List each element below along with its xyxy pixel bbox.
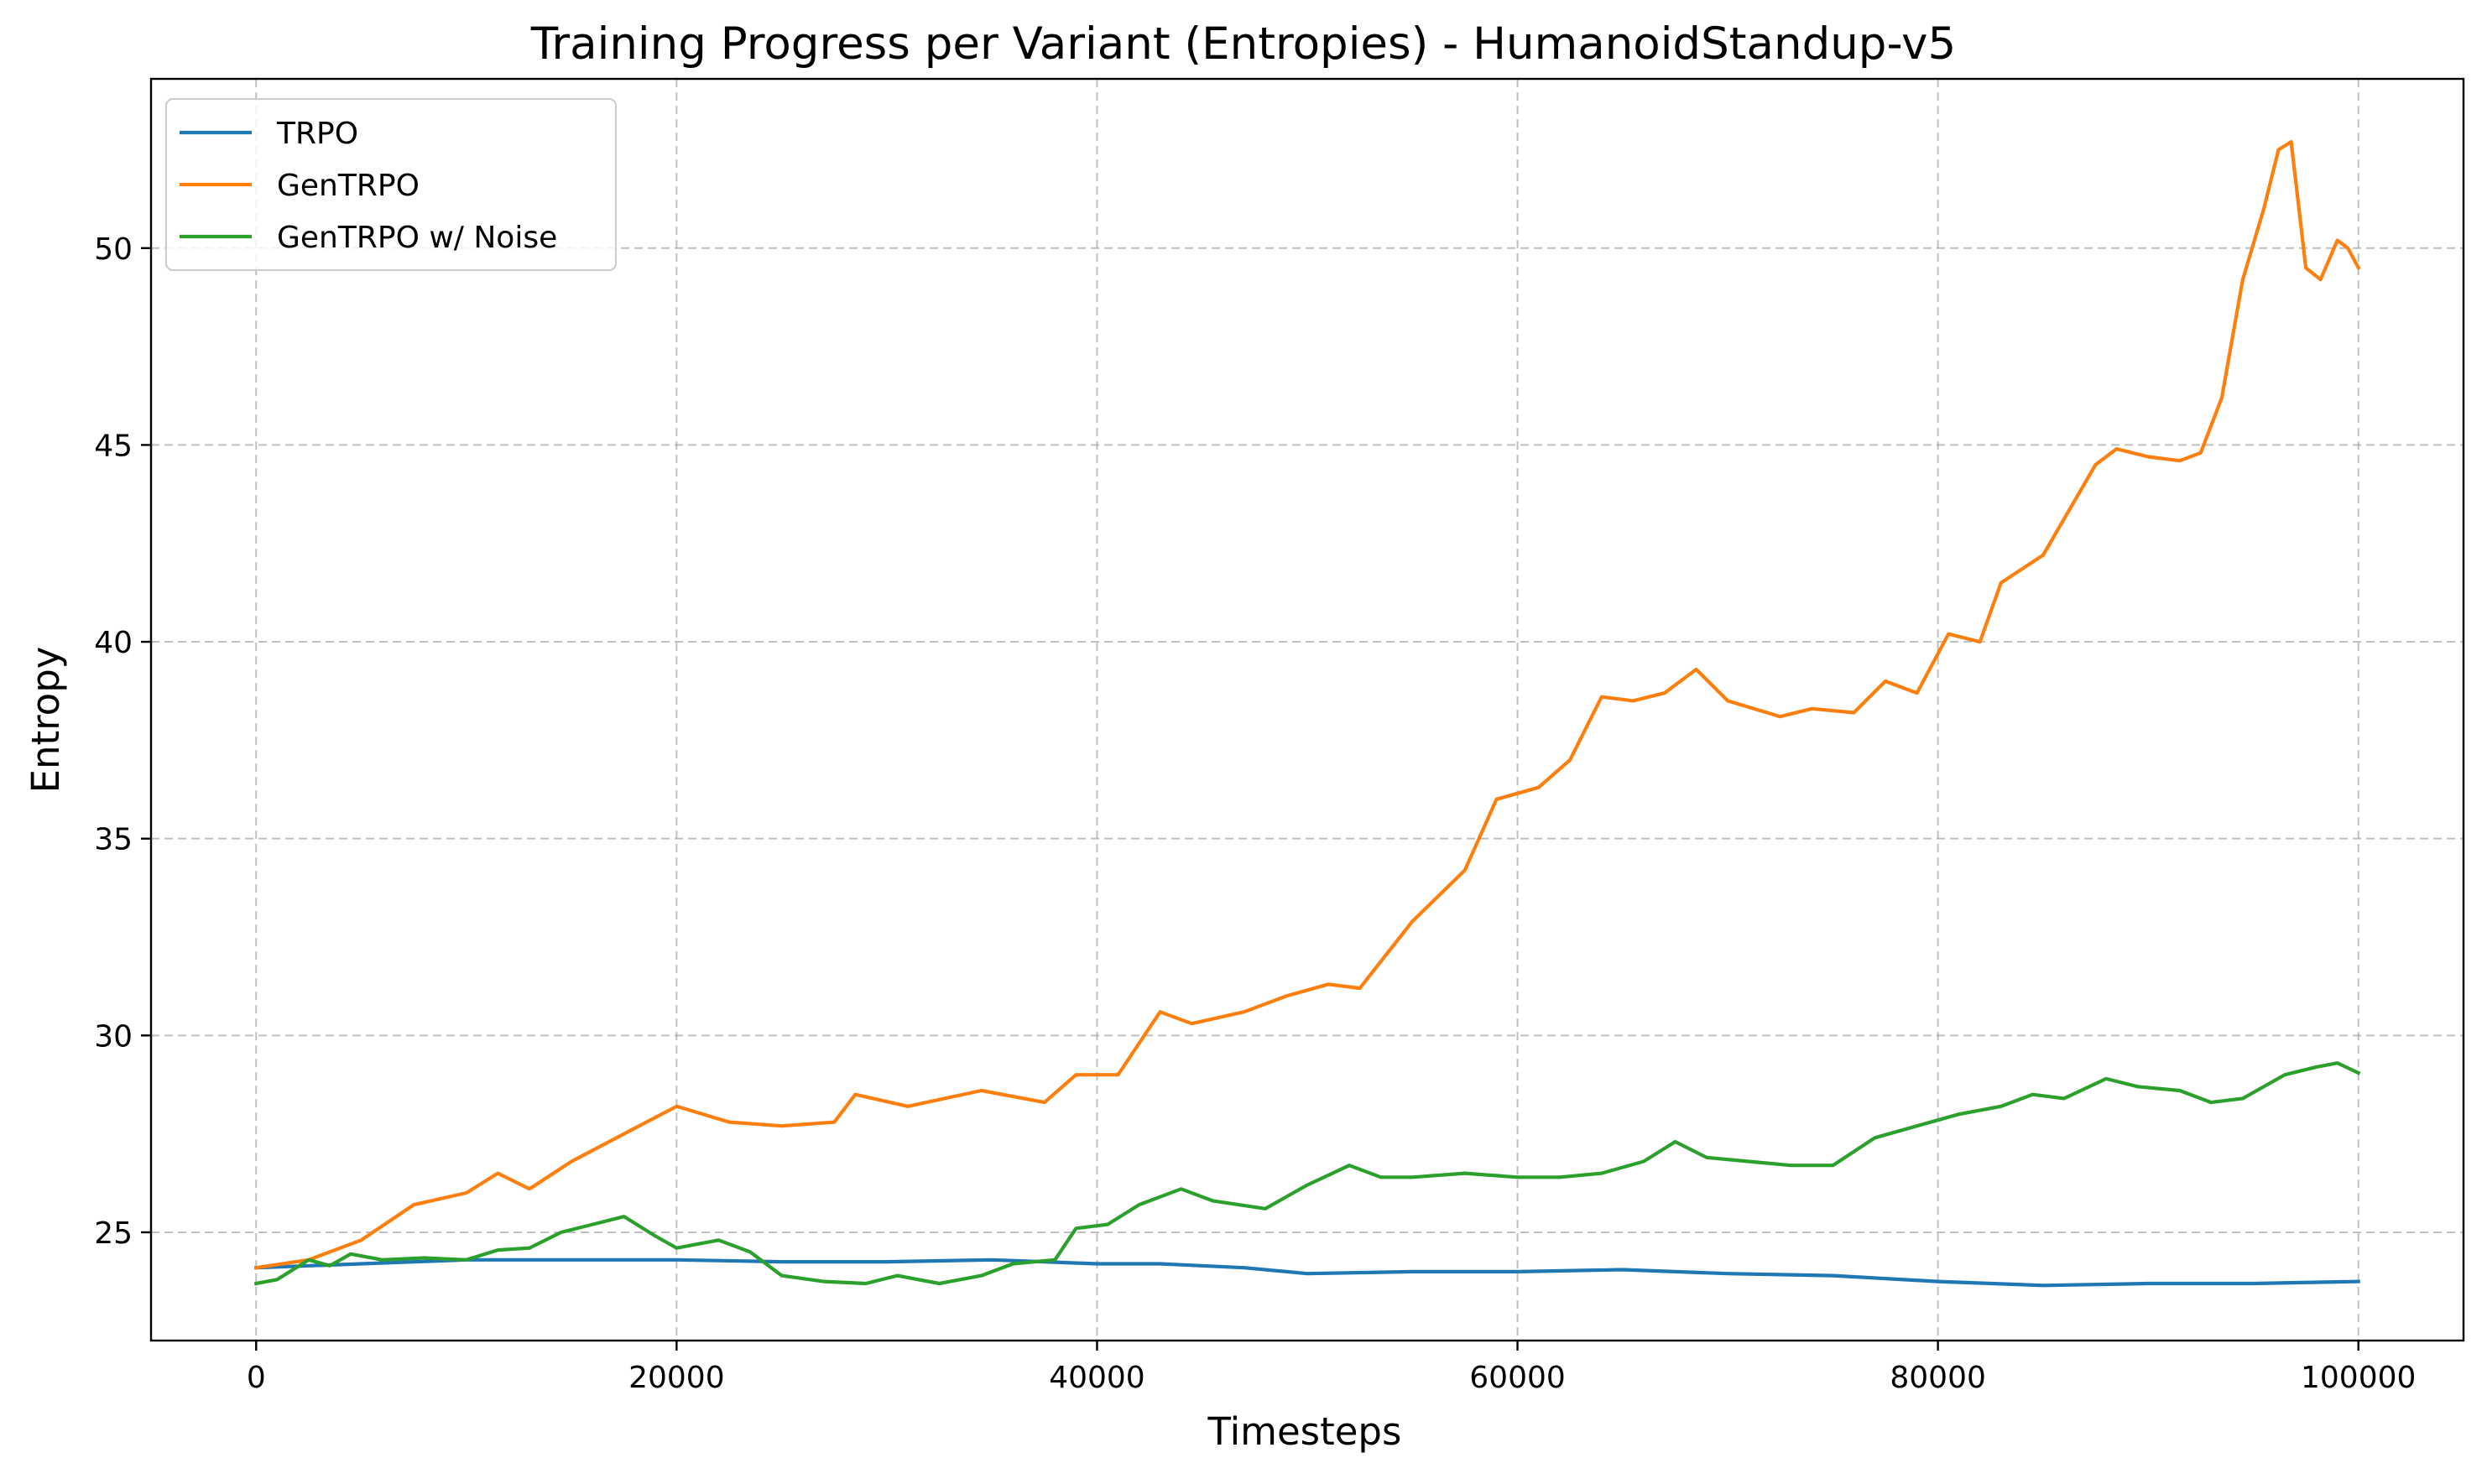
legend-box [165, 98, 617, 271]
grid [151, 79, 2464, 1341]
plot-frame [149, 77, 2465, 1342]
chart-title: Training Progress per Variant (Entropies… [530, 18, 1956, 70]
x-axis-label: Timesteps [1207, 1409, 1402, 1454]
legend-label-gentrpo-w-noise: GenTRPO w/ Noise [277, 221, 557, 255]
y-tick-label: 50 [94, 232, 133, 267]
legend: TRPO GenTRPO GenTRPO w/ Noise [165, 98, 617, 271]
y-axis-ticks: 25 30 35 40 45 50 [94, 232, 151, 1251]
x-tick-label: 0 [247, 1361, 266, 1395]
series-lines [253, 140, 2361, 1288]
x-tick-label: 60000 [1469, 1361, 1566, 1395]
series-line-trpo [254, 1257, 2360, 1288]
legend-label-trpo: TRPO [276, 117, 358, 151]
x-axis-ticks: 0 20000 40000 60000 80000 100000 [247, 1341, 2416, 1395]
y-tick-label: 40 [94, 626, 133, 660]
x-tick-label: 20000 [628, 1361, 725, 1395]
y-tick-label: 25 [94, 1216, 133, 1251]
x-tick-label: 100000 [2301, 1361, 2416, 1395]
series-line-gentrpo-w-noise [253, 1061, 2361, 1286]
x-tick-label: 80000 [1890, 1361, 1986, 1395]
y-tick-label: 45 [94, 429, 133, 463]
y-axis-label: Entropy [23, 647, 68, 794]
y-tick-label: 30 [94, 1019, 133, 1054]
legend-label-gentrpo: GenTRPO [277, 169, 420, 203]
x-tick-label: 40000 [1049, 1361, 1145, 1395]
y-tick-label: 35 [94, 823, 133, 857]
series-line-gentrpo [253, 140, 2361, 1270]
